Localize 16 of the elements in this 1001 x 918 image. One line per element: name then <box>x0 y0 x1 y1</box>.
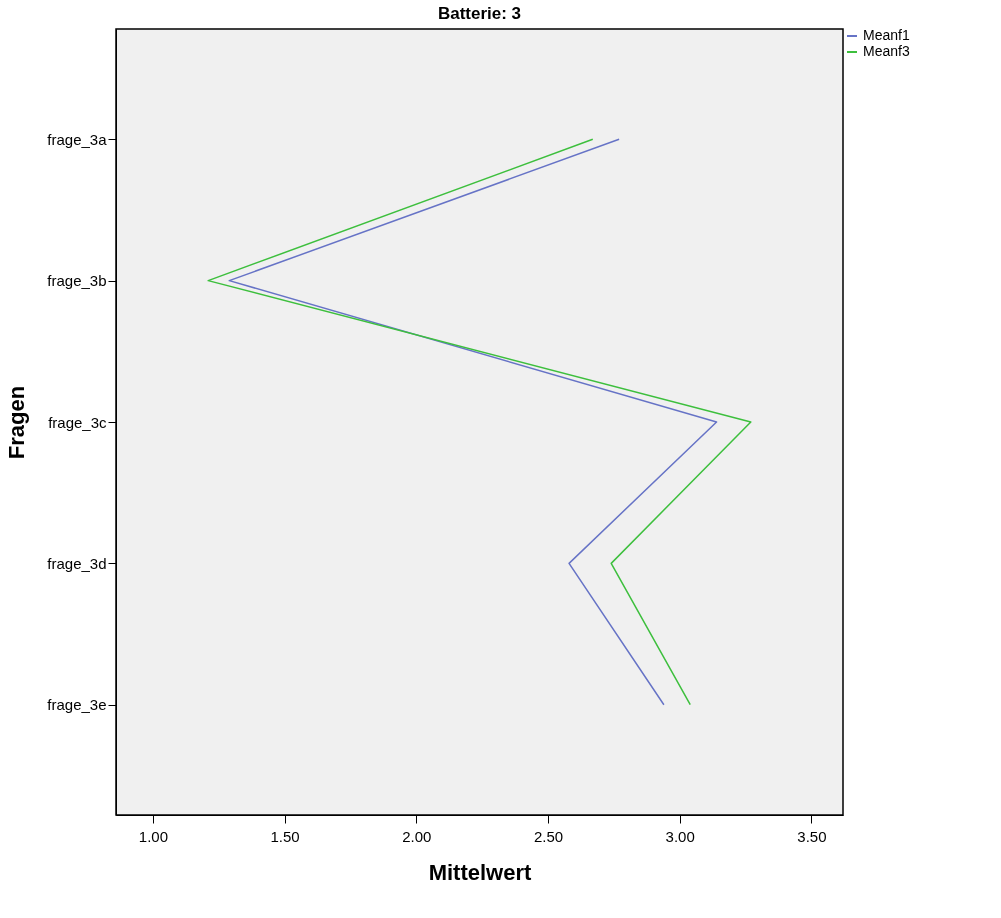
y-tick-label: frage_3a <box>47 130 108 148</box>
legend-label: Meanf3 <box>863 43 910 59</box>
x-tick-label: 3.50 <box>797 827 827 845</box>
x-tick-label: 3.00 <box>665 827 695 845</box>
x-tick-label: 2.00 <box>402 827 432 845</box>
y-tick-label: frage_3d <box>47 554 107 572</box>
y-tick-label: frage_3e <box>47 696 107 714</box>
legend-label: Meanf1 <box>863 27 910 43</box>
x-tick-label: 2.50 <box>533 827 564 845</box>
x-axis-title: Mittelwert <box>428 859 532 885</box>
y-tick-label: frage_3c <box>48 413 107 431</box>
x-tick-label: 1.00 <box>138 827 168 845</box>
x-tick-label: 1.50 <box>270 827 300 845</box>
y-tick-label: frage_3b <box>47 272 107 290</box>
y-axis-title: Fragen <box>4 385 30 460</box>
chart-title: Batterie: 3 <box>437 4 522 23</box>
